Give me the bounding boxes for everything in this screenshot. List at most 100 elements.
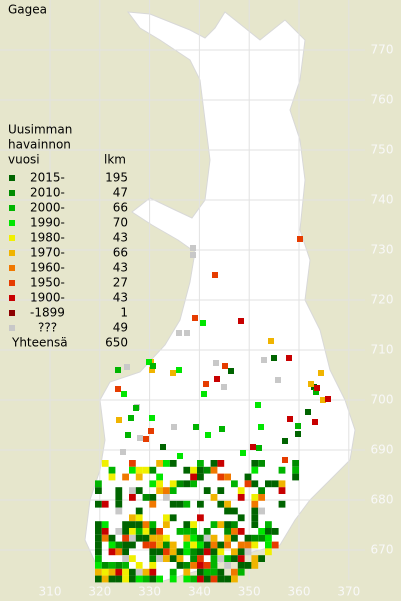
legend-count: 27 xyxy=(113,276,128,290)
observation-square xyxy=(210,575,218,583)
observation-square xyxy=(197,541,204,549)
observation-square xyxy=(129,487,136,494)
observation-square xyxy=(244,562,252,569)
observation-square xyxy=(115,562,123,569)
observation-square xyxy=(197,548,204,556)
legend-total-label: Yhteensä xyxy=(11,336,68,350)
observation-square xyxy=(177,453,183,459)
observation-square xyxy=(205,432,211,438)
observation-square xyxy=(228,368,234,374)
observation-square xyxy=(101,521,109,528)
observation-square xyxy=(210,521,218,528)
observation-square xyxy=(197,466,204,474)
observation-square xyxy=(271,541,279,549)
observation-square xyxy=(129,555,136,562)
observation-square xyxy=(190,466,197,474)
observation-square xyxy=(190,555,197,562)
observation-square xyxy=(163,487,170,494)
legend-count: 195 xyxy=(105,171,128,185)
observation-square xyxy=(251,555,259,562)
legend-count: 47 xyxy=(113,186,128,200)
observation-square xyxy=(101,534,109,542)
legend-count: 66 xyxy=(113,246,128,260)
observation-square xyxy=(275,377,281,383)
observation-square xyxy=(271,528,279,535)
observation-square xyxy=(163,541,170,549)
observation-square xyxy=(142,494,150,501)
observation-square xyxy=(292,460,299,467)
observation-square xyxy=(224,528,231,535)
observation-square xyxy=(190,252,196,258)
observation-square xyxy=(115,500,123,508)
observation-square xyxy=(101,528,109,535)
legend-swatch xyxy=(9,265,15,271)
observation-square xyxy=(137,435,143,441)
observation-square xyxy=(314,385,320,391)
observation-square xyxy=(217,521,225,528)
observation-square xyxy=(217,500,225,508)
observation-square xyxy=(135,568,143,576)
observation-square xyxy=(129,460,136,467)
observation-square xyxy=(231,528,238,535)
legend-label: 1990- xyxy=(30,216,65,230)
observation-square xyxy=(271,355,277,361)
observation-square xyxy=(217,487,225,494)
y-axis-label: 750 xyxy=(371,143,394,157)
y-axis-label: 690 xyxy=(371,443,394,457)
observation-square xyxy=(251,460,259,467)
observation-square xyxy=(156,487,163,494)
observation-square xyxy=(197,568,204,576)
observation-square xyxy=(258,534,265,542)
observation-square xyxy=(95,487,102,494)
observation-square xyxy=(101,568,109,576)
observation-square xyxy=(148,428,154,434)
x-axis-label: 340 xyxy=(188,585,211,599)
observation-square xyxy=(190,548,197,556)
observation-square xyxy=(183,500,191,508)
observation-square xyxy=(183,521,191,528)
observation-square xyxy=(251,534,259,542)
observation-square xyxy=(101,460,109,467)
observation-square xyxy=(149,521,157,528)
observation-square xyxy=(261,357,267,363)
x-axis-label: 310 xyxy=(39,585,62,599)
observation-square xyxy=(163,514,170,522)
legend-swatch xyxy=(9,280,15,286)
observation-square xyxy=(210,562,218,569)
observation-square xyxy=(129,494,136,501)
observation-square xyxy=(190,528,197,535)
x-axis-label: 320 xyxy=(88,585,111,599)
observation-square xyxy=(237,548,245,556)
observation-square xyxy=(190,480,197,488)
legend-label: -1899 xyxy=(30,306,65,320)
observation-square xyxy=(156,541,163,549)
observation-square xyxy=(237,514,245,522)
observation-square xyxy=(251,514,259,522)
labels: Gagea 310 320 330 340 350 360 370 770 760 750 740 73… xyxy=(8,3,393,599)
observation-square xyxy=(95,575,102,583)
observation-square xyxy=(169,575,177,583)
observation-square xyxy=(176,548,184,556)
observation-square xyxy=(295,431,301,437)
observation-square xyxy=(282,438,288,444)
observation-square xyxy=(122,528,129,535)
legend-swatch xyxy=(9,175,15,181)
observation-square xyxy=(135,575,143,583)
observation-square xyxy=(122,562,129,569)
observation-square xyxy=(214,376,220,382)
observation-square xyxy=(108,534,116,542)
observation-square xyxy=(224,473,231,481)
observation-square xyxy=(258,507,265,515)
observation-square xyxy=(169,548,177,556)
observation-square xyxy=(197,562,204,569)
observation-square xyxy=(268,338,274,344)
observation-square xyxy=(183,548,191,556)
observation-square xyxy=(108,466,116,474)
observation-square xyxy=(142,521,150,528)
observation-square xyxy=(149,500,157,508)
observation-square xyxy=(203,548,211,556)
observation-square xyxy=(129,534,136,542)
legend-label: 1970- xyxy=(30,246,65,260)
observation-square xyxy=(142,528,150,535)
observation-square xyxy=(169,460,177,467)
